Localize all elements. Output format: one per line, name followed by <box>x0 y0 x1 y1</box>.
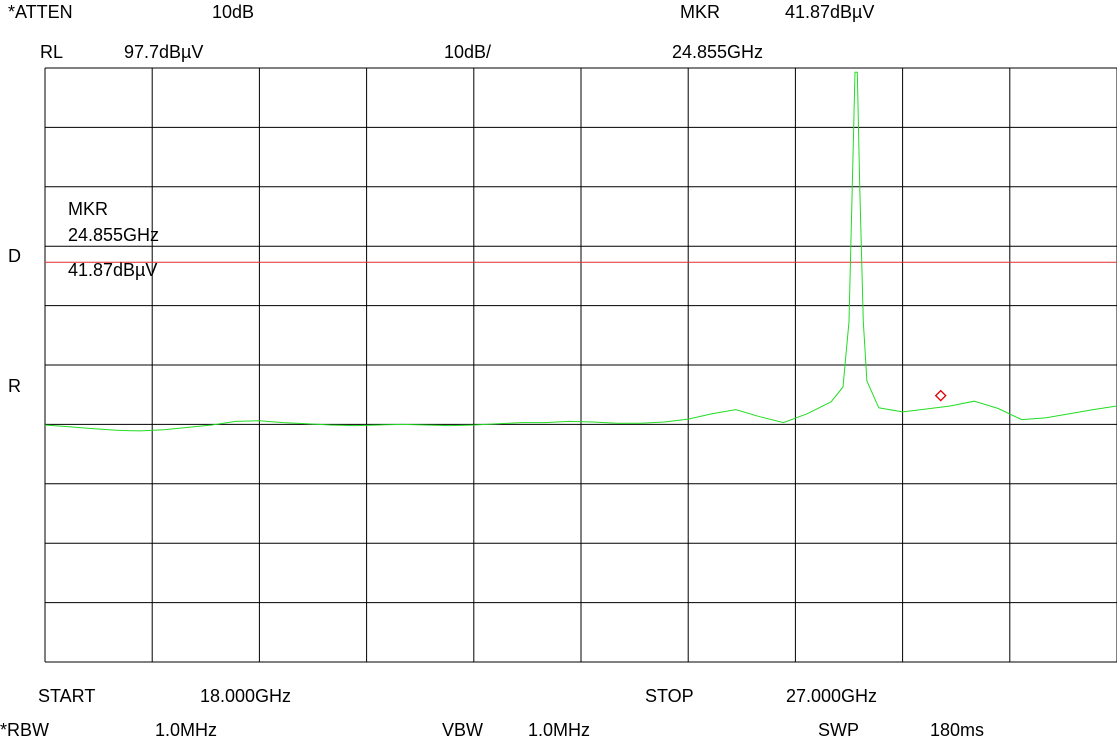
marker-frequency: 24.855GHz <box>672 42 764 62</box>
marker-label: MKR <box>680 2 720 22</box>
vbw-label: VBW <box>442 720 484 740</box>
start-frequency: 18.000GHz <box>200 686 292 706</box>
start-label: START <box>38 686 96 706</box>
graticule-marker-label: MKR <box>68 199 108 219</box>
rbw-label: *RBW <box>0 720 49 740</box>
graticule-marker-frequency: 24.855GHz <box>68 225 160 245</box>
marker-point <box>934 389 947 402</box>
graticule-marker-amplitude: 41.87dBµV <box>68 260 158 280</box>
sweep-time: 180ms <box>930 720 985 740</box>
atten-label: *ATTEN <box>8 2 73 22</box>
rbw-value: 1.0MHz <box>155 720 218 740</box>
atten-value: 10dB <box>212 2 255 22</box>
vbw-value: 1.0MHz <box>528 720 591 740</box>
stop-label: STOP <box>645 686 694 706</box>
stop-frequency: 27.000GHz <box>786 686 878 706</box>
spectrum-trace <box>44 71 1117 432</box>
display-line-indicator: D <box>8 246 21 266</box>
graticule <box>44 67 1117 663</box>
marker-amplitude: 41.87dBµV <box>785 2 875 22</box>
sweep-label: SWP <box>818 720 860 740</box>
ref-level-label: RL <box>40 42 64 62</box>
reference-indicator: R <box>8 376 21 396</box>
marker-diamond <box>934 389 947 402</box>
scale-per-div: 10dB/ <box>444 42 492 62</box>
ref-level-value: 97.7dBµV <box>124 42 204 62</box>
